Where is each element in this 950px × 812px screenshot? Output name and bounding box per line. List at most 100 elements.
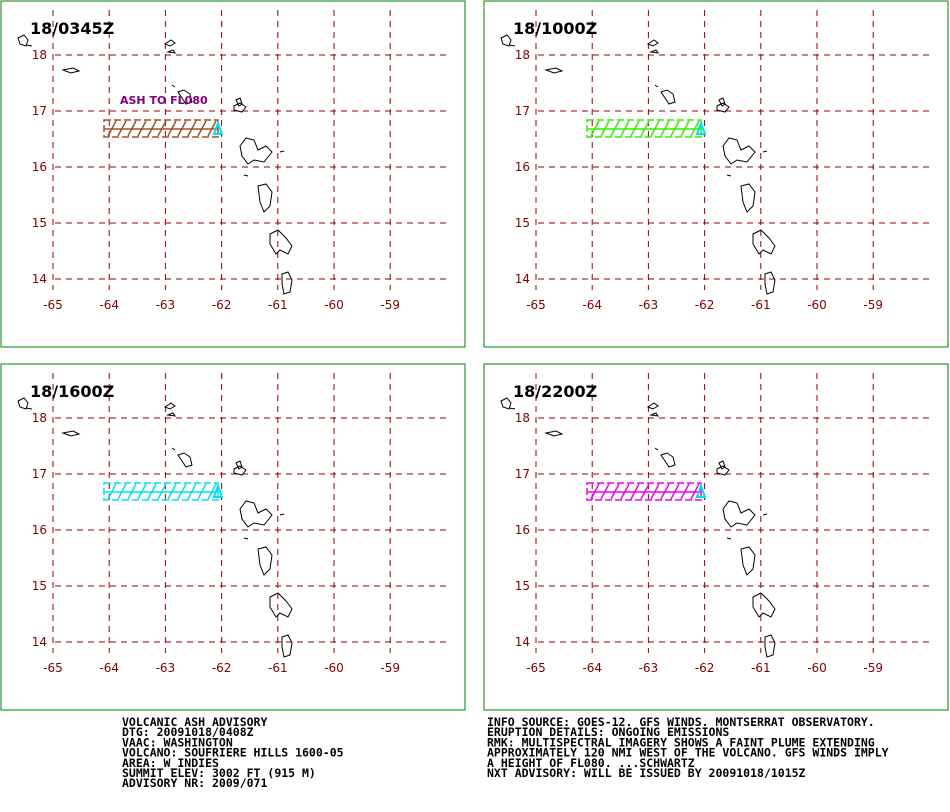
lat-tick-label: 16 xyxy=(515,160,530,174)
lon-tick-label: -60 xyxy=(324,298,344,312)
ash-hatch xyxy=(680,120,690,137)
coastline xyxy=(752,592,776,618)
coastline xyxy=(171,447,176,451)
lat-tick-label: 14 xyxy=(515,272,530,286)
ash-hatch xyxy=(197,120,207,137)
ash-hatch xyxy=(640,120,650,137)
advisory-line: SUMMIT ELEV: 3002 FT (915 M) xyxy=(122,766,316,780)
coastline xyxy=(762,150,768,153)
lat-tick-label: 15 xyxy=(32,216,47,230)
ash-hatch xyxy=(177,483,187,500)
ash-hatch xyxy=(167,120,177,137)
volcano xyxy=(695,120,707,135)
coastline xyxy=(722,137,756,165)
lon-tick-label: -64 xyxy=(99,661,119,675)
advisory-line: ERUPTION DETAILS: ONGOING EMISSIONS xyxy=(487,725,729,739)
lat-tick-label: 17 xyxy=(515,104,530,118)
coastline xyxy=(281,271,293,295)
lon-tick-label: -59 xyxy=(380,298,400,312)
coastline xyxy=(722,500,756,528)
ash-hatch xyxy=(187,120,197,137)
coastline xyxy=(163,39,176,47)
coastline xyxy=(740,546,756,576)
ash-hatch xyxy=(670,483,680,500)
coastline xyxy=(740,183,756,213)
plume-annotation: ASH TO FL080 xyxy=(120,94,208,107)
advisory-line: VOLCANO: SOUFRIERE HILLS 1600-05 xyxy=(122,746,344,760)
coastline xyxy=(281,634,293,658)
lat-tick-label: 18 xyxy=(515,48,530,62)
ash-hatch xyxy=(590,483,600,500)
ash-hatch xyxy=(117,483,127,500)
lon-tick-label: -60 xyxy=(324,661,344,675)
coastline xyxy=(243,537,249,540)
coastline xyxy=(257,546,273,576)
advisory-line: A HEIGHT OF FL080. ...SCHWARTZ xyxy=(487,756,695,770)
coastline xyxy=(508,44,516,47)
coastline xyxy=(239,500,273,528)
ash-hatch xyxy=(147,483,157,500)
lat-tick-label: 16 xyxy=(515,523,530,537)
lat-tick-label: 15 xyxy=(32,579,47,593)
volcano xyxy=(695,483,707,498)
lon-tick-label: -63 xyxy=(156,661,176,675)
ash-hatch xyxy=(207,483,217,500)
ash-hatch xyxy=(670,120,680,137)
coastline xyxy=(166,49,177,54)
coastline xyxy=(177,89,193,105)
lon-tick-label: -62 xyxy=(695,661,715,675)
ash-hatch xyxy=(117,120,127,137)
coastline xyxy=(239,137,273,165)
map-panel: -65 -64 -63 -62 -61 -60 -59 18 17 16 15 14 18/2200Z xyxy=(483,363,949,711)
ash-hatch xyxy=(620,120,630,137)
advisory-line: VAAC: WASHINGTON xyxy=(122,735,233,749)
panel-border xyxy=(0,0,466,348)
coastline xyxy=(646,402,659,410)
ash-hatch xyxy=(157,120,167,137)
lon-tick-label: -61 xyxy=(751,298,771,312)
advisory-line: APPROXIMATELY 120 NMI WEST OF THE VOLCAN… xyxy=(487,746,889,760)
coastline xyxy=(764,634,776,658)
coastline xyxy=(726,537,732,540)
valid-time: 18/1600Z xyxy=(30,382,114,401)
ash-hatch xyxy=(650,483,660,500)
ash-hatch xyxy=(197,483,207,500)
ash-hatch xyxy=(630,483,640,500)
ash-hatch xyxy=(620,483,630,500)
ash-hatch xyxy=(660,483,670,500)
coastline xyxy=(726,174,732,177)
coastline xyxy=(654,447,659,451)
ash-hatch xyxy=(680,483,690,500)
lon-tick-label: -59 xyxy=(863,298,883,312)
lon-tick-label: -62 xyxy=(695,298,715,312)
valid-time: 18/2200Z xyxy=(513,382,597,401)
map-panel: -65 -64 -63 -62 -61 -60 -59 18 17 16 15 14 18/1600Z xyxy=(0,363,466,711)
lon-tick-label: -63 xyxy=(639,661,659,675)
coastline xyxy=(257,183,273,213)
coastline xyxy=(716,102,730,113)
ash-hatch xyxy=(187,483,197,500)
coastline xyxy=(500,397,512,410)
advisory-line: RMK: MULTISPECTRAL IMAGERY SHOWS A FAINT… xyxy=(487,735,875,749)
coastline xyxy=(752,229,776,255)
coastline xyxy=(660,452,676,468)
ash-hatch xyxy=(127,120,137,137)
coastline xyxy=(269,592,293,618)
lon-tick-label: -65 xyxy=(526,298,546,312)
lon-tick-label: -65 xyxy=(526,661,546,675)
lon-tick-label: -61 xyxy=(268,661,288,675)
volcano xyxy=(212,120,224,135)
ash-hatch xyxy=(660,120,670,137)
coastline xyxy=(660,89,676,105)
valid-time: 18/1000Z xyxy=(513,19,597,38)
panel-border xyxy=(483,0,949,348)
ash-hatch xyxy=(610,120,620,137)
volcano xyxy=(212,483,224,498)
ash-hatch xyxy=(127,483,137,500)
coastline xyxy=(544,430,564,437)
ash-hatch xyxy=(690,120,700,137)
lat-tick-label: 15 xyxy=(515,579,530,593)
lon-tick-label: -64 xyxy=(582,661,602,675)
ash-hatch xyxy=(157,483,167,500)
lat-tick-label: 14 xyxy=(515,635,530,649)
